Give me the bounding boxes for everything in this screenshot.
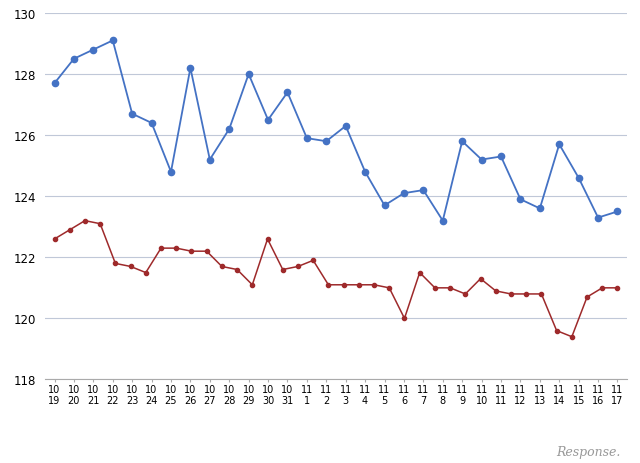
レギュラー看板価格（円/L） [497, 154, 505, 160]
レギュラー看板価格（円/L） [245, 72, 253, 78]
レギュラー看板価格（円/L） [381, 203, 388, 209]
レギュラー実売価格（円/L） [279, 267, 287, 273]
レギュラー看板価格（円/L） [70, 57, 78, 63]
レギュラー実売価格（円/L） [142, 270, 150, 276]
レギュラー実売価格（円/L） [248, 282, 256, 288]
レギュラー実売価格（円/L） [340, 282, 348, 288]
レギュラー看板価格（円/L） [614, 209, 621, 215]
レギュラー実売価格（円/L） [127, 264, 134, 269]
レギュラー看板価格（円/L） [264, 118, 272, 123]
レギュラー実売価格（円/L） [203, 249, 211, 254]
レギュラー実売価格（円/L） [188, 249, 195, 254]
レギュラー実売価格（円/L） [598, 286, 606, 291]
レギュラー実売価格（円/L） [233, 267, 241, 273]
レギュラー看板価格（円/L） [90, 48, 97, 53]
レギュラー実売価格（円/L） [81, 219, 89, 224]
レギュラー看板価格（円/L） [400, 191, 408, 196]
レギュラー実売価格（円/L） [309, 258, 317, 263]
Legend: レギュラー看板価格（円/L）, レギュラー実売価格（円/L）: レギュラー看板価格（円/L）, レギュラー実売価格（円/L） [156, 461, 424, 463]
レギュラー看板価格（円/L） [206, 157, 214, 163]
レギュラー看板価格（円/L） [303, 136, 311, 142]
レギュラー看板価格（円/L） [478, 157, 486, 163]
レギュラー実売価格（円/L） [614, 286, 621, 291]
レギュラー看板価格（円/L） [284, 90, 291, 96]
レギュラー看板価格（円/L） [458, 139, 466, 144]
レギュラー実売価格（円/L） [461, 292, 469, 297]
レギュラー実売価格（円/L） [355, 282, 363, 288]
レギュラー実売価格（円/L） [446, 286, 454, 291]
レギュラー実売価格（円/L） [370, 282, 378, 288]
レギュラー実売価格（円/L） [172, 246, 180, 251]
レギュラー実売価格（円/L） [538, 292, 545, 297]
Line: レギュラー看板価格（円/L）: レギュラー看板価格（円/L） [51, 38, 621, 224]
レギュラー看板価格（円/L） [323, 139, 330, 144]
レギュラー看板価格（円/L） [439, 219, 447, 224]
レギュラー実売価格（円/L） [66, 227, 74, 233]
レギュラー看板価格（円/L） [362, 169, 369, 175]
レギュラー実売価格（円/L） [507, 292, 515, 297]
レギュラー実売価格（円/L） [431, 286, 439, 291]
レギュラー看板価格（円/L） [556, 142, 563, 148]
レギュラー看板価格（円/L） [575, 176, 582, 181]
レギュラー実売価格（円/L） [568, 334, 576, 340]
レギュラー実売価格（円/L） [416, 270, 424, 276]
レギュラー看板価格（円/L） [516, 197, 524, 203]
レギュラー看板価格（円/L） [187, 66, 195, 72]
レギュラー看板価格（円/L） [595, 215, 602, 221]
レギュラー看板価格（円/L） [129, 112, 136, 117]
レギュラー看板価格（円/L） [167, 169, 175, 175]
レギュラー実売価格（円/L） [96, 221, 104, 227]
レギュラー実売価格（円/L） [264, 237, 271, 242]
レギュラー看板価格（円/L） [109, 38, 116, 44]
レギュラー実売価格（円/L） [385, 286, 393, 291]
レギュラー看板価格（円/L） [420, 188, 428, 194]
レギュラー実売価格（円/L） [111, 261, 119, 267]
レギュラー看板価格（円/L） [225, 127, 233, 132]
Text: Response.: Response. [556, 445, 621, 458]
レギュラー実売価格（円/L） [324, 282, 332, 288]
レギュラー実売価格（円/L） [218, 264, 226, 269]
レギュラー実売価格（円/L） [401, 316, 408, 321]
Line: レギュラー実売価格（円/L）: レギュラー実売価格（円/L） [52, 219, 620, 339]
レギュラー実売価格（円/L） [157, 246, 165, 251]
レギュラー実売価格（円/L） [51, 237, 58, 242]
レギュラー実売価格（円/L） [583, 294, 591, 300]
レギュラー看板価格（円/L） [148, 121, 156, 126]
レギュラー実売価格（円/L） [553, 328, 561, 334]
レギュラー実売価格（円/L） [294, 264, 302, 269]
レギュラー看板価格（円/L） [536, 206, 544, 212]
レギュラー実売価格（円/L） [492, 288, 500, 294]
レギュラー看板価格（円/L） [51, 81, 58, 87]
レギュラー実売価格（円/L） [522, 292, 530, 297]
レギュラー看板価格（円/L） [342, 124, 349, 130]
レギュラー実売価格（円/L） [477, 276, 484, 282]
